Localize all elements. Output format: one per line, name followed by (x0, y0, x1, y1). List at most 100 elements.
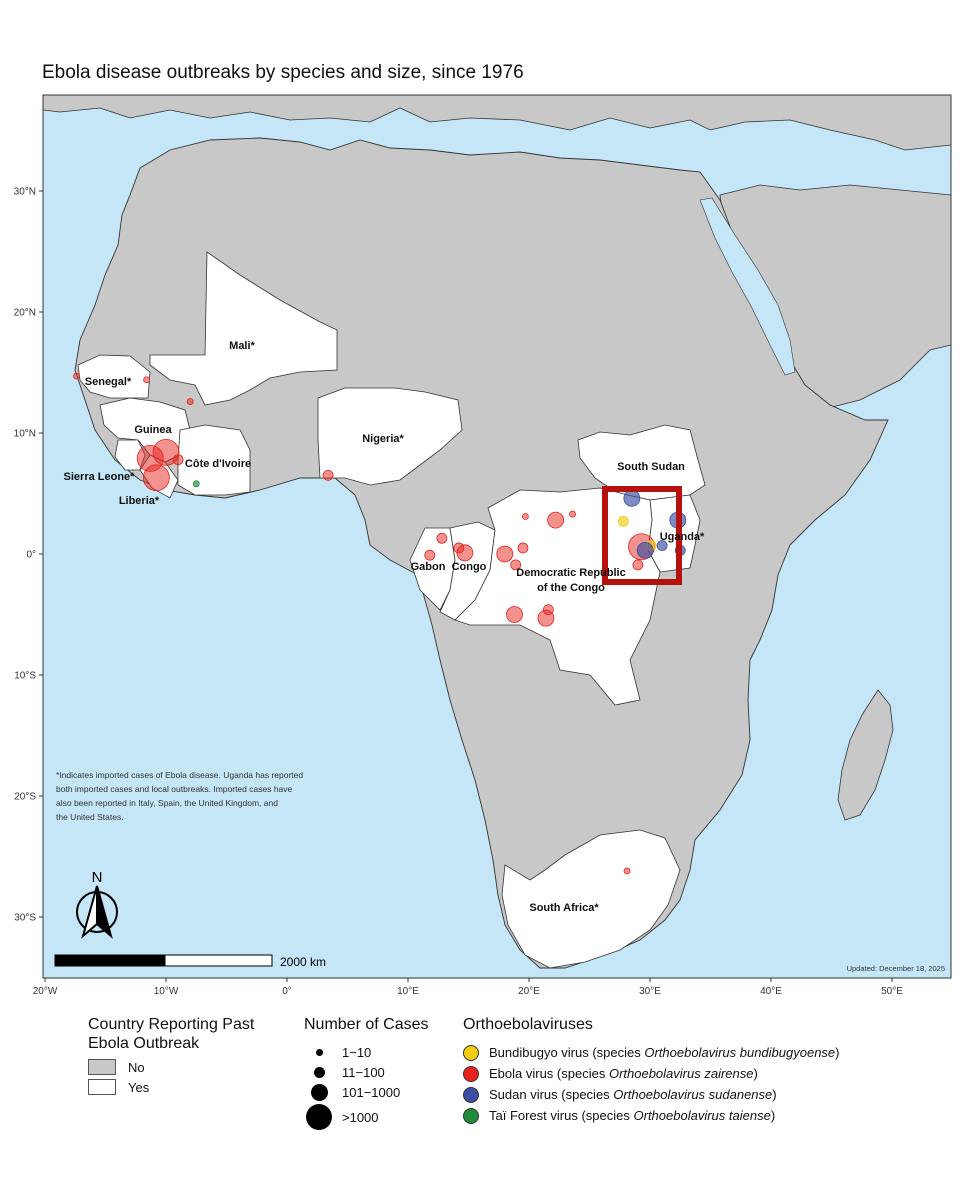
legend-country-title-1: Country Reporting Past (88, 1016, 255, 1033)
lat-tick-label: 10°N (14, 429, 36, 440)
country-cote-divoire (177, 424, 251, 496)
outbreak-sudan-marker (656, 540, 668, 551)
virus-dot-icon (463, 1044, 479, 1061)
label-uganda: Uganda* (660, 531, 705, 543)
lat-tick-label: 30°S (14, 913, 36, 924)
lat-tick-label: 20°S (14, 792, 36, 803)
ebola-map: Mali* Senegal* Guinea Côte d'Ivoire Sier… (14, 94, 952, 998)
outbreak-ebola-marker (537, 609, 555, 627)
legend-no-label: No (128, 1059, 145, 1075)
legend-viruses-title: Orthoebolaviruses (463, 1016, 593, 1033)
legend-viruses: Orthoebolaviruses Bundibugyo virus (spec… (463, 1015, 840, 1126)
lon-tick-label: 30°E (639, 986, 661, 997)
legend-country-title-2: Ebola Outbreak (88, 1035, 200, 1052)
outbreak-ebola-marker (632, 559, 644, 571)
updated-date: Updated: December 18, 2025 (847, 964, 945, 973)
swatch-no (88, 1059, 116, 1075)
country-south-sudan (577, 424, 706, 501)
label-gabon: Gabon (411, 561, 446, 573)
virus-dot-icon (463, 1107, 479, 1124)
lon-tick-label: 20°W (33, 986, 58, 997)
north-label: N (92, 869, 103, 886)
outbreak-ebola-marker (521, 513, 529, 520)
outbreak-ebola-marker (506, 606, 523, 623)
label-mali: Mali* (229, 340, 255, 352)
swatch-yes (88, 1079, 116, 1095)
outbreak-ebola-marker (322, 469, 334, 481)
outbreak-ebola-marker (496, 545, 514, 563)
europe-land (43, 95, 951, 151)
virus-name: Bundibugyo virus (species Orthoebolaviru… (489, 1045, 840, 1060)
legend-cases-title: Number of Cases (304, 1016, 429, 1033)
lat-tick-label: 0° (26, 550, 36, 561)
outbreak-ebola-marker (172, 454, 184, 466)
legend-virus-ebola: Ebola virus (species Orthoebolavirus zai… (463, 1063, 840, 1084)
outbreak-tai-marker (192, 480, 200, 488)
outbreak-ebola-marker (547, 511, 565, 529)
label-drc-line1: Democratic Republic (516, 567, 625, 579)
lat-tick-label: 20°N (14, 308, 36, 319)
country-south-africa (501, 829, 681, 969)
map-frame (42, 94, 952, 979)
outbreak-ebola-marker (73, 372, 80, 380)
outbreak-ebola-marker (186, 398, 194, 405)
legend-country: Country Reporting Past Ebola Outbreak No… (88, 1015, 254, 1097)
legend-virus-tai-forest: Taï Forest virus (species Orthoebolaviru… (463, 1105, 840, 1126)
outbreak-ebola-marker (623, 867, 631, 875)
lon-tick-label: 50°E (881, 986, 903, 997)
lon-tick-label: 10°W (154, 986, 179, 997)
red-sea (699, 197, 796, 376)
outbreak-ebola-marker (142, 464, 170, 492)
label-drc-line2: of the Congo (537, 582, 605, 594)
scale-label: 2000 km (280, 955, 326, 969)
outbreak-ebola-marker (456, 544, 474, 562)
outbreak-ebola-marker (424, 549, 436, 561)
highlight-box (602, 486, 682, 585)
lon-tick-label: 40°E (760, 986, 782, 997)
label-congo: Congo (452, 561, 487, 573)
map-axes: 30°N 20°N 10°N 0° 10°S 20°S 30°S 20°W 10°W 0° 10°E… (14, 187, 904, 998)
note-line-4: the United States. (56, 812, 124, 822)
outbreak-sudan-marker (623, 489, 641, 507)
outbreak-ebola-marker (569, 510, 576, 518)
map-title: Ebola disease outbreaks by species and s… (42, 62, 524, 83)
size-dot-icon (306, 1104, 332, 1130)
virus-dot-icon (463, 1086, 479, 1103)
outbreak-sudan-marker (636, 541, 654, 559)
label-nigeria: Nigeria* (362, 433, 404, 445)
lon-tick-label: 0° (282, 986, 292, 997)
country-senegal (77, 354, 151, 399)
virus-name: Sudan virus (species Orthoebolavirus sud… (489, 1087, 777, 1102)
country-drc (454, 487, 661, 706)
legend-cases-label: 101−1000 (342, 1084, 401, 1100)
scale-bar: 2000 km (54, 954, 326, 969)
lon-tick-label: 20°E (518, 986, 540, 997)
outbreak-ebola-marker (436, 532, 448, 544)
legend-cases-label: 11−100 (342, 1064, 385, 1080)
note-line-2: both imported cases and local outbreaks.… (56, 784, 293, 794)
lat-tick-label: 10°S (14, 671, 36, 682)
legend-country-yes: Yes (88, 1077, 254, 1097)
north-arrow-icon: N (76, 869, 118, 939)
virus-dot-icon (463, 1065, 479, 1082)
outbreak-bundibugyo-marker (617, 515, 629, 527)
label-cote-divoire: Côte d'Ivoire (185, 458, 251, 470)
label-guinea: Guinea (134, 424, 172, 436)
legend-cases-row: 1−10 (304, 1042, 429, 1062)
legend-cases-row: >1000 (304, 1102, 429, 1132)
madagascar (837, 689, 894, 821)
outbreak-ebola-marker (517, 542, 529, 554)
legend-cases: Number of Cases 1−10 11−100 101−1000 >10… (304, 1015, 429, 1132)
country-mali (149, 251, 338, 406)
note-line-1: *Indicates imported cases of Ebola disea… (56, 770, 303, 780)
size-dot-icon (310, 1083, 328, 1101)
outbreak-ebola-marker (510, 559, 522, 571)
legend-country-no: No (88, 1057, 254, 1077)
legend-cases-row: 11−100 (304, 1062, 429, 1082)
lon-tick-label: 10°E (397, 986, 419, 997)
legend-cases-label: 1−10 (342, 1044, 372, 1060)
label-sierra-leone: Sierra Leone* (64, 471, 136, 483)
outbreak-ebola-marker (143, 376, 151, 384)
label-south-sudan: South Sudan (617, 461, 685, 473)
label-liberia: Liberia* (119, 495, 160, 507)
